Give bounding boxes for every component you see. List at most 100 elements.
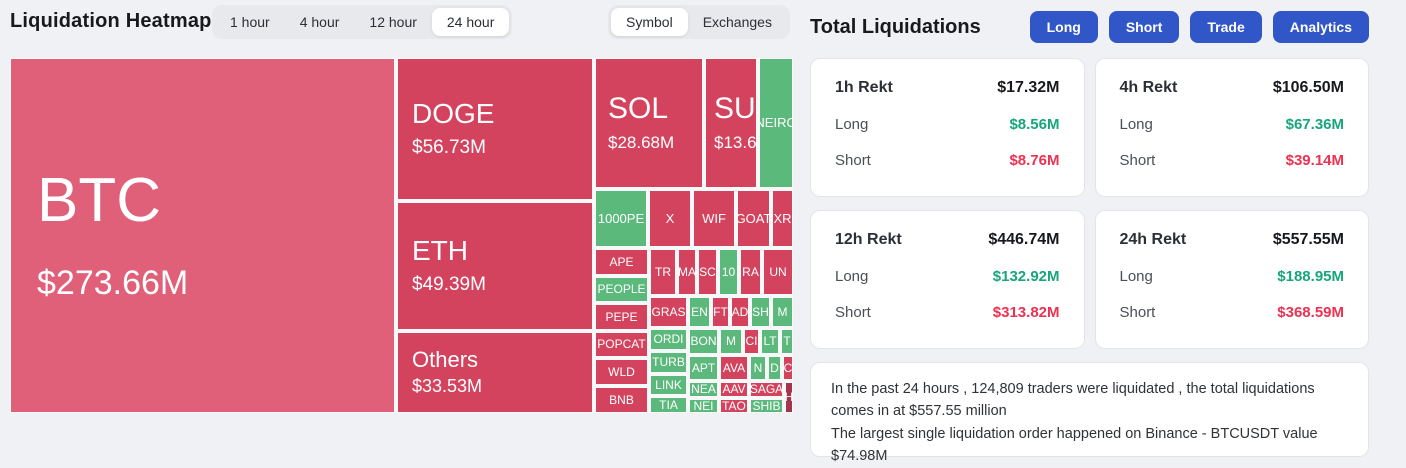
treemap-tile-doge[interactable]: DOGE $56.73M (397, 58, 593, 200)
short-value: $368.59M (1277, 304, 1344, 321)
short-button[interactable]: Short (1108, 11, 1180, 43)
tile-symbol: Others (412, 347, 479, 373)
tile-symbol: BNB (609, 392, 634, 407)
treemap-tile-n[interactable]: N (750, 356, 766, 380)
treemap-tile-ape[interactable]: APE (595, 249, 648, 275)
treemap-tile-ava[interactable]: AVA (720, 356, 748, 380)
treemap-tile-nei[interactable]: NEI (689, 399, 718, 413)
treemap-tile-goat[interactable]: GOAT (737, 190, 770, 247)
treemap-tile-bon[interactable]: BON (689, 329, 718, 354)
long-label: Long (1119, 268, 1153, 285)
summary-line-2: The largest single liquidation order hap… (831, 425, 1318, 465)
treemap-tile-xr[interactable]: XR (772, 190, 793, 247)
long-value: $132.92M (992, 268, 1060, 285)
tile-symbol: MA (678, 264, 696, 279)
treemap-tile-ci[interactable]: CI (744, 329, 759, 354)
time-filter-1-hour[interactable]: 1 hour (230, 14, 270, 30)
treemap-tile-turb[interactable]: TURB (650, 352, 687, 373)
time-filter-4-hour[interactable]: 4 hour (299, 14, 340, 30)
treemap-tile-d[interactable]: D (768, 356, 781, 380)
treemap-tile-sh[interactable]: SH (751, 297, 770, 327)
treemap-tile-shib[interactable]: SHIB (750, 399, 783, 413)
time-filter-24-hour[interactable]: 24 hour (431, 8, 510, 36)
trade-button[interactable]: Trade (1190, 11, 1262, 43)
tile-symbol: CI (745, 334, 758, 349)
tile-symbol: N (753, 360, 763, 375)
tile-symbol: PEPE (605, 309, 638, 324)
treemap-tile-ordi[interactable]: ORDI (650, 329, 687, 350)
tile-symbol: LT (763, 334, 777, 349)
treemap-tile-sui[interactable]: SUI $13.61M (705, 58, 757, 188)
treemap-tile-c[interactable]: C (783, 356, 793, 380)
analytics-button[interactable]: Analytics (1272, 11, 1369, 43)
card-total: $106.50M (1272, 79, 1344, 96)
treemap-tile-wld[interactable]: WLD (595, 359, 648, 385)
tile-symbol: SC (699, 264, 716, 279)
treemap-tile-wif[interactable]: WIF (693, 190, 735, 247)
treemap-tile-btc[interactable]: BTC $273.66M (10, 58, 395, 413)
treemap-tile-people[interactable]: PEOPLE (595, 277, 648, 302)
treemap-tile-ad[interactable]: AD (731, 297, 749, 327)
tile-symbol: WLD (608, 364, 635, 379)
liquidation-treemap: BTC $273.66M DOGE $56.73M ETH $49.39M Others $3… (10, 58, 793, 413)
treemap-tile-en[interactable]: EN (689, 297, 710, 327)
short-label: Short (835, 152, 871, 169)
rekt-card-1h: 1h Rekt $17.32M Long $8.56M Short $8.76M (810, 58, 1085, 197)
tile-symbol: 10 (721, 264, 736, 279)
treemap-tile-h[interactable]: H (785, 382, 793, 413)
treemap-tile-10[interactable]: 10 (719, 249, 738, 295)
view-filter-symbol[interactable]: Symbol (611, 8, 688, 36)
treemap-tile-x[interactable]: X (649, 190, 691, 247)
treemap-tile-t[interactable]: T (781, 329, 793, 354)
tile-symbol: SUI (714, 92, 756, 126)
treemap-tile-popcat[interactable]: POPCAT (595, 332, 648, 357)
short-value: $313.82M (992, 304, 1060, 321)
treemap-tile-sc[interactable]: SC (698, 249, 717, 295)
long-button[interactable]: Long (1029, 11, 1098, 43)
treemap-tile-un[interactable]: UN (763, 249, 793, 295)
treemap-tile-pepe[interactable]: PEPE (595, 304, 648, 330)
treemap-tile-saga[interactable]: SAGA (750, 382, 783, 397)
short-label: Short (1119, 304, 1156, 321)
tile-symbol: NEA (691, 382, 716, 397)
treemap-tile-tia[interactable]: TIA (650, 397, 687, 413)
tile-symbol: NEIRO (760, 115, 792, 131)
treemap-tile-ra[interactable]: RA (740, 249, 761, 295)
treemap-tile-nea[interactable]: NEA (689, 382, 718, 397)
tile-symbol: M (726, 334, 736, 349)
time-filter-12-hour[interactable]: 12 hour (369, 14, 417, 30)
treemap-tile-neiro[interactable]: NEIRO (759, 58, 793, 188)
treemap-tile-tao[interactable]: TAO (720, 399, 748, 413)
tile-symbol: AD (731, 304, 749, 319)
treemap-tile-link[interactable]: LINK (650, 375, 687, 395)
short-label: Short (835, 304, 871, 321)
treemap-tile-apt[interactable]: APT (689, 356, 718, 380)
treemap-tile-sol[interactable]: SOL $28.68M (595, 58, 703, 188)
tile-value: $56.73M (412, 136, 486, 158)
treemap-tile-eth[interactable]: ETH $49.39M (397, 202, 593, 330)
view-filter-exchanges[interactable]: Exchanges (702, 14, 772, 30)
treemap-tile-others[interactable]: Others $33.53M (397, 332, 593, 413)
treemap-tile-bnb[interactable]: BNB (595, 387, 648, 413)
tile-symbol: D (770, 360, 779, 375)
panel-title: Total Liquidations (810, 15, 981, 38)
short-value: $39.14M (1285, 152, 1344, 169)
treemap-tile-tr[interactable]: TR (650, 249, 676, 295)
treemap-tile-ft[interactable]: FT (712, 297, 729, 327)
tile-value: $28.68M (608, 132, 675, 152)
treemap-tile-aav[interactable]: AAV (720, 382, 748, 397)
tile-symbol: DOGE (412, 98, 495, 130)
card-period: 12h Rekt (835, 231, 902, 248)
rekt-card-24h: 24h Rekt $557.55M Long $188.95M Short $3… (1094, 210, 1369, 349)
tile-symbol: WIF (702, 210, 726, 226)
treemap-tile-lt[interactable]: LT (761, 329, 779, 354)
tile-symbol: NEI (693, 399, 714, 413)
treemap-tile-1000pe[interactable]: 1000PE (595, 190, 647, 247)
treemap-tile-m[interactable]: M (772, 297, 793, 327)
treemap-tile-m[interactable]: M (720, 329, 742, 354)
treemap-tile-ma[interactable]: MA (678, 249, 696, 295)
treemap-tile-gras[interactable]: GRAS (650, 297, 687, 327)
tile-symbol: SOL (608, 92, 669, 126)
long-value: $188.95M (1277, 268, 1344, 285)
